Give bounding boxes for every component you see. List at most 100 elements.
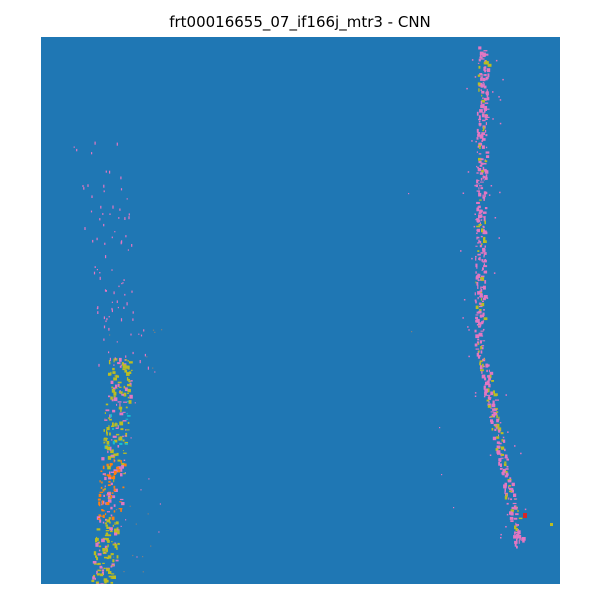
map-pixel [118, 436, 120, 438]
map-pixel [161, 329, 163, 331]
map-pixel [478, 115, 481, 120]
map-pixel [116, 452, 119, 456]
map-pixel [476, 324, 480, 326]
map-pixel [121, 393, 125, 396]
map-pixel [496, 414, 498, 419]
map-pixel [482, 312, 485, 316]
map-pixel [514, 507, 518, 510]
map-pixel [477, 206, 481, 208]
map-pixel [102, 562, 105, 564]
map-pixel [492, 400, 495, 405]
map-pixel [114, 374, 116, 376]
map-pixel [484, 66, 487, 69]
map-pixel [117, 381, 122, 384]
map-pixel [477, 168, 482, 172]
map-pixel [477, 132, 481, 135]
map-pixel [110, 439, 113, 441]
map-pixel [477, 242, 480, 244]
map-pixel [481, 371, 483, 374]
map-pixel [109, 446, 112, 451]
map-pixel [120, 428, 124, 431]
map-pixel [478, 58, 481, 62]
map-pixel [95, 555, 98, 558]
map-pixel [105, 445, 108, 449]
map-pixel [482, 267, 484, 270]
map-pixel [106, 549, 108, 553]
map-pixel [107, 484, 111, 486]
map-pixel [109, 418, 112, 421]
map-pixel [126, 372, 130, 376]
map-pixel [495, 399, 499, 401]
map-pixel [129, 394, 133, 399]
map-pixel [479, 360, 483, 363]
map-pixel [516, 537, 518, 540]
map-pixel [483, 248, 486, 251]
map-pixel [111, 541, 113, 543]
map-pixel [107, 374, 110, 376]
map-pixel [518, 534, 522, 539]
map-pixel [127, 396, 130, 399]
map-pixel [475, 140, 477, 143]
map-pixel [513, 493, 517, 497]
map-pixel [474, 343, 478, 347]
map-pixel [127, 365, 130, 370]
map-pixel [502, 469, 506, 473]
map-pixel [515, 513, 519, 516]
map-pixel [478, 350, 480, 353]
map-pixel [475, 314, 479, 316]
map-pixel [110, 371, 112, 376]
map-pixel [517, 530, 521, 535]
map-pixel [484, 168, 487, 172]
map-pixel [113, 439, 118, 443]
map-pixel [483, 365, 485, 368]
map-pixel [521, 537, 526, 541]
map-pixel [507, 480, 512, 483]
map-pixel [108, 571, 112, 574]
map-pixel [98, 493, 102, 497]
map-pixel [483, 255, 485, 258]
map-pixel [111, 309, 113, 313]
map-pixel [475, 300, 477, 304]
map-pixel [92, 239, 94, 243]
map-pixel [486, 97, 490, 101]
map-pixel [107, 450, 109, 454]
map-pixel [478, 187, 480, 190]
map-pixel [110, 528, 113, 532]
map-pixel [503, 439, 506, 443]
map-pixel [95, 539, 98, 543]
map-pixel [119, 412, 124, 416]
map-pixel [479, 316, 483, 318]
map-pixel [99, 218, 101, 221]
map-pixel [121, 465, 124, 469]
map-pixel [467, 171, 470, 173]
map-pixel [484, 170, 489, 174]
map-pixel [477, 62, 480, 64]
map-pixel [513, 505, 517, 509]
map-pixel [114, 423, 118, 427]
map-pixel [478, 120, 481, 123]
map-pixel [484, 79, 488, 81]
map-pixel [120, 473, 123, 477]
map-pixel [460, 250, 462, 252]
map-pixel [482, 119, 486, 122]
map-pixel [503, 463, 507, 467]
map-pixel [121, 462, 125, 466]
map-pixel [118, 217, 120, 219]
map-pixel [98, 514, 102, 517]
map-pixel [471, 257, 473, 260]
map-pixel [101, 504, 103, 506]
map-pixel [136, 556, 138, 558]
map-pixel [486, 155, 490, 158]
map-pixel [126, 302, 128, 306]
map-pixel [107, 444, 111, 446]
map-pixel [476, 352, 479, 357]
map-pixel [496, 441, 500, 444]
map-pixel [483, 179, 485, 181]
map-pixel [123, 459, 126, 461]
map-pixel [125, 235, 127, 238]
map-pixel [497, 427, 502, 432]
map-pixel [481, 347, 484, 350]
map-pixel [498, 416, 500, 421]
map-pixel [479, 51, 484, 56]
map-pixel [481, 105, 485, 109]
